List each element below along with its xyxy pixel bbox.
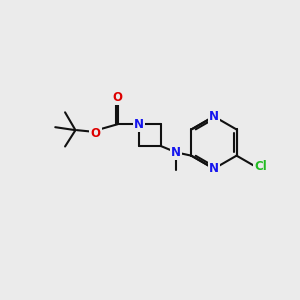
- Text: N: N: [209, 162, 219, 175]
- Text: N: N: [171, 146, 181, 159]
- Text: O: O: [90, 127, 100, 140]
- Text: N: N: [209, 110, 219, 123]
- Text: O: O: [113, 91, 123, 104]
- Text: Cl: Cl: [254, 160, 267, 173]
- Text: N: N: [134, 118, 144, 131]
